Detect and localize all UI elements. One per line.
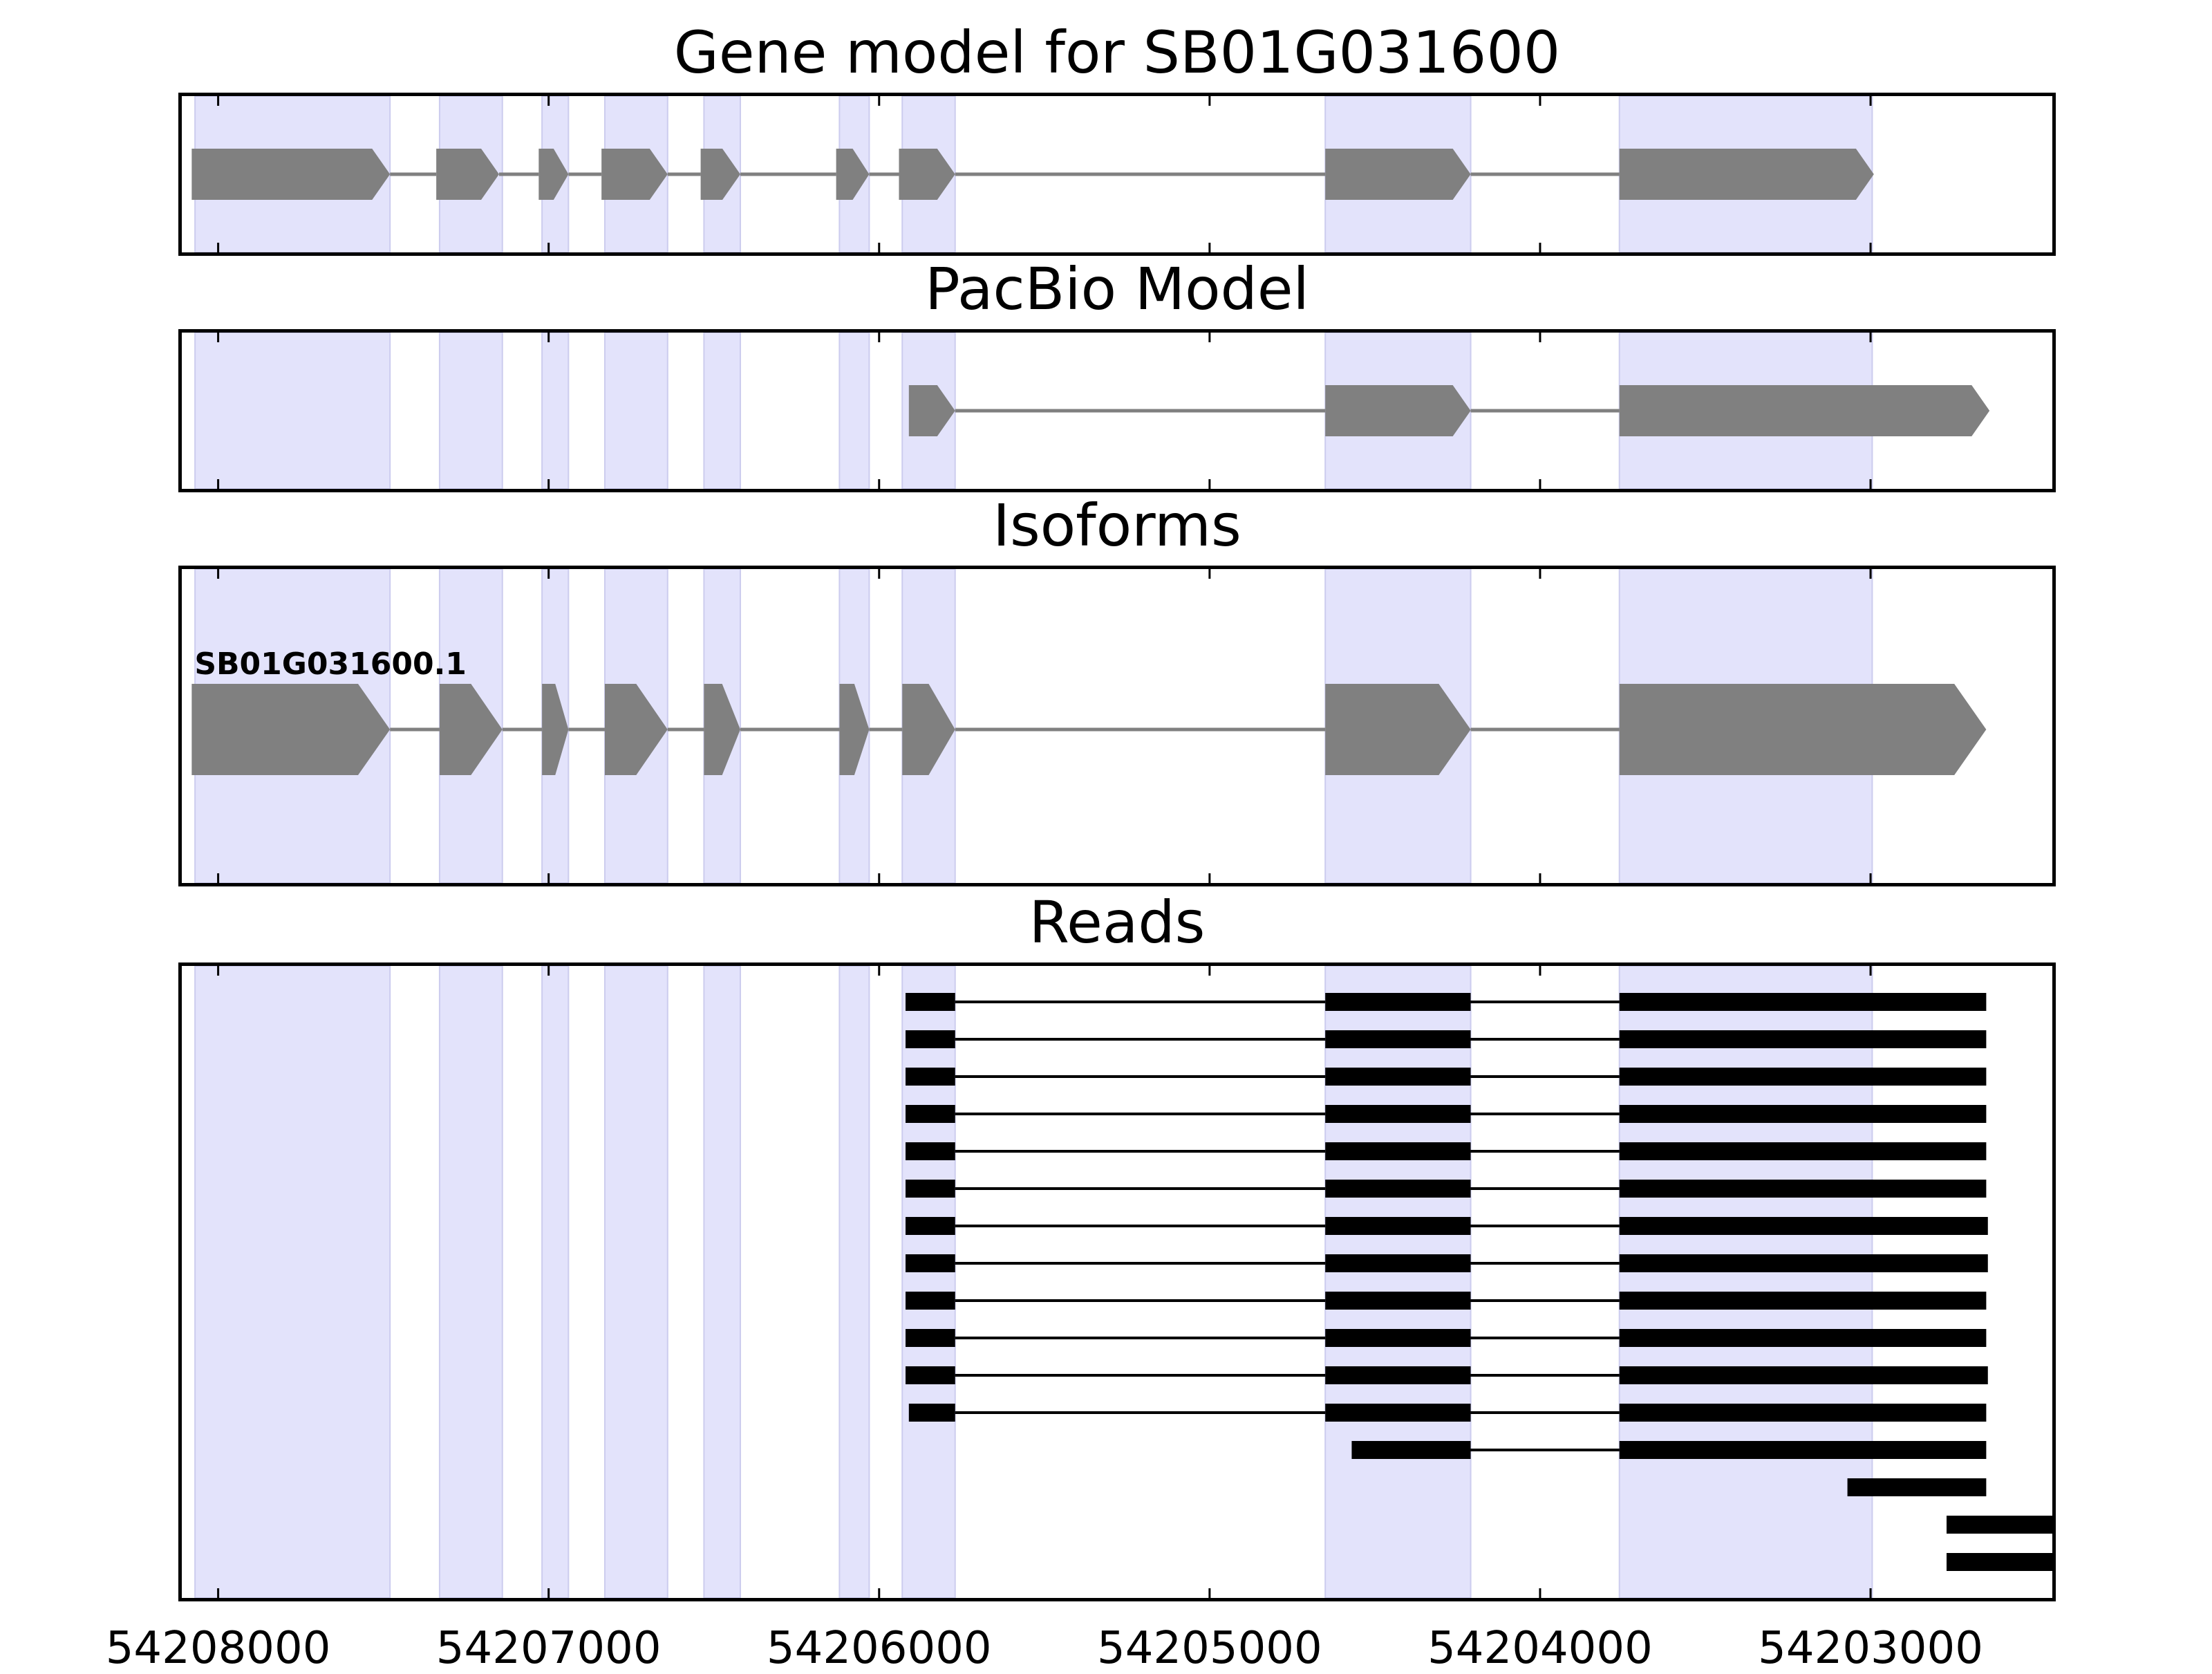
exon-block <box>439 684 503 775</box>
read-block <box>1619 993 1987 1011</box>
read-block <box>1325 1217 1471 1235</box>
gene-model-panel <box>178 93 2056 256</box>
read-block <box>1325 1180 1471 1198</box>
pacbio-model-panel <box>178 329 2056 492</box>
exon-block <box>191 149 391 200</box>
reads-panel <box>178 962 2056 1601</box>
exon-region-shade <box>703 966 741 1598</box>
exon-block <box>902 684 955 775</box>
read-block <box>1619 1254 1988 1272</box>
read-block <box>1619 1180 1987 1198</box>
read-block <box>1325 1030 1471 1048</box>
x-tick-label: 54208000 <box>105 1623 331 1674</box>
exon-region-shade <box>541 333 570 489</box>
exon-region-shade <box>703 333 741 489</box>
read-block <box>1325 1068 1471 1086</box>
exon-region-shade <box>838 966 870 1598</box>
read-block <box>1325 1366 1471 1384</box>
read-block <box>1325 1292 1471 1310</box>
read-block <box>1351 1441 1471 1459</box>
read-block <box>906 993 955 1011</box>
read-block <box>1325 1404 1471 1422</box>
x-tick-label: 54207000 <box>435 1623 662 1674</box>
exon-region-shade <box>438 966 503 1598</box>
exon-block <box>1325 149 1471 200</box>
isoforms-panel: SB01G031600.1 <box>178 566 2056 886</box>
read-block <box>906 1180 955 1198</box>
read-block <box>1619 1030 1987 1048</box>
read-block <box>1619 1105 1987 1123</box>
isoforms-title: Isoforms <box>993 492 1241 559</box>
read-block <box>1325 1142 1471 1160</box>
read-block <box>906 1030 955 1048</box>
read-block <box>1619 1329 1987 1347</box>
exon-block <box>836 149 870 200</box>
read-block <box>1947 1516 2052 1534</box>
exon-block <box>839 684 870 775</box>
exon-block <box>542 684 569 775</box>
read-block <box>906 1068 955 1086</box>
exon-region-shade <box>603 333 668 489</box>
read-block <box>1619 1068 1987 1086</box>
exon-block <box>191 684 391 775</box>
read-block <box>906 1105 955 1123</box>
read-block <box>1325 1254 1471 1272</box>
x-tick-label: 54206000 <box>766 1623 992 1674</box>
exon-region-shade <box>1618 966 1873 1598</box>
exon-region-shade <box>1324 966 1472 1598</box>
read-block <box>906 1292 955 1310</box>
exon-region-shade <box>603 966 668 1598</box>
exon-block <box>1619 385 1990 436</box>
reads-title: Reads <box>1029 889 1206 956</box>
exon-block <box>1619 684 1987 775</box>
read-block <box>906 1329 955 1347</box>
pacbio-model-title: PacBio Model <box>925 255 1309 323</box>
x-tick-label: 54205000 <box>1096 1623 1322 1674</box>
gene-model-title: Gene model for SB01G031600 <box>673 19 1561 86</box>
read-block <box>906 1254 955 1272</box>
exon-block <box>1325 385 1471 436</box>
read-block <box>1619 1217 1988 1235</box>
exon-block <box>1325 684 1471 775</box>
read-block <box>1619 1292 1987 1310</box>
read-block <box>1325 1105 1471 1123</box>
exon-region-shade <box>438 333 503 489</box>
read-block <box>1619 1142 1987 1160</box>
exon-block <box>436 149 499 200</box>
read-block <box>1325 993 1471 1011</box>
exon-block <box>908 385 955 436</box>
read-block <box>1325 1329 1471 1347</box>
x-tick-label: 54203000 <box>1758 1623 1983 1674</box>
x-tick-label: 54204000 <box>1427 1623 1653 1674</box>
pacbio-model-plot <box>194 333 1990 489</box>
read-block <box>1619 1366 1988 1384</box>
exon-block <box>1619 149 1874 200</box>
exon-block <box>704 684 740 775</box>
isoforms-plot: SB01G031600.1 <box>191 569 1987 883</box>
exon-region-shade <box>194 333 391 489</box>
reads-plot <box>194 966 2052 1598</box>
exon-block <box>899 149 955 200</box>
read-block <box>906 1366 955 1384</box>
gene-model-plot <box>191 96 1874 252</box>
exon-region-shade <box>541 966 570 1598</box>
exon-block <box>601 149 668 200</box>
exon-block <box>700 149 740 200</box>
isoform-label: SB01G031600.1 <box>194 647 467 682</box>
read-block <box>908 1404 955 1422</box>
exon-region-shade <box>901 966 956 1598</box>
exon-block <box>538 149 569 200</box>
read-block <box>906 1217 955 1235</box>
read-block <box>1619 1441 1987 1459</box>
exon-region-shade <box>838 333 870 489</box>
read-block <box>1619 1404 1987 1422</box>
read-block <box>906 1142 955 1160</box>
read-block <box>1947 1553 2052 1571</box>
read-block <box>1847 1478 1987 1496</box>
exon-block <box>604 684 668 775</box>
exon-region-shade <box>194 966 391 1598</box>
